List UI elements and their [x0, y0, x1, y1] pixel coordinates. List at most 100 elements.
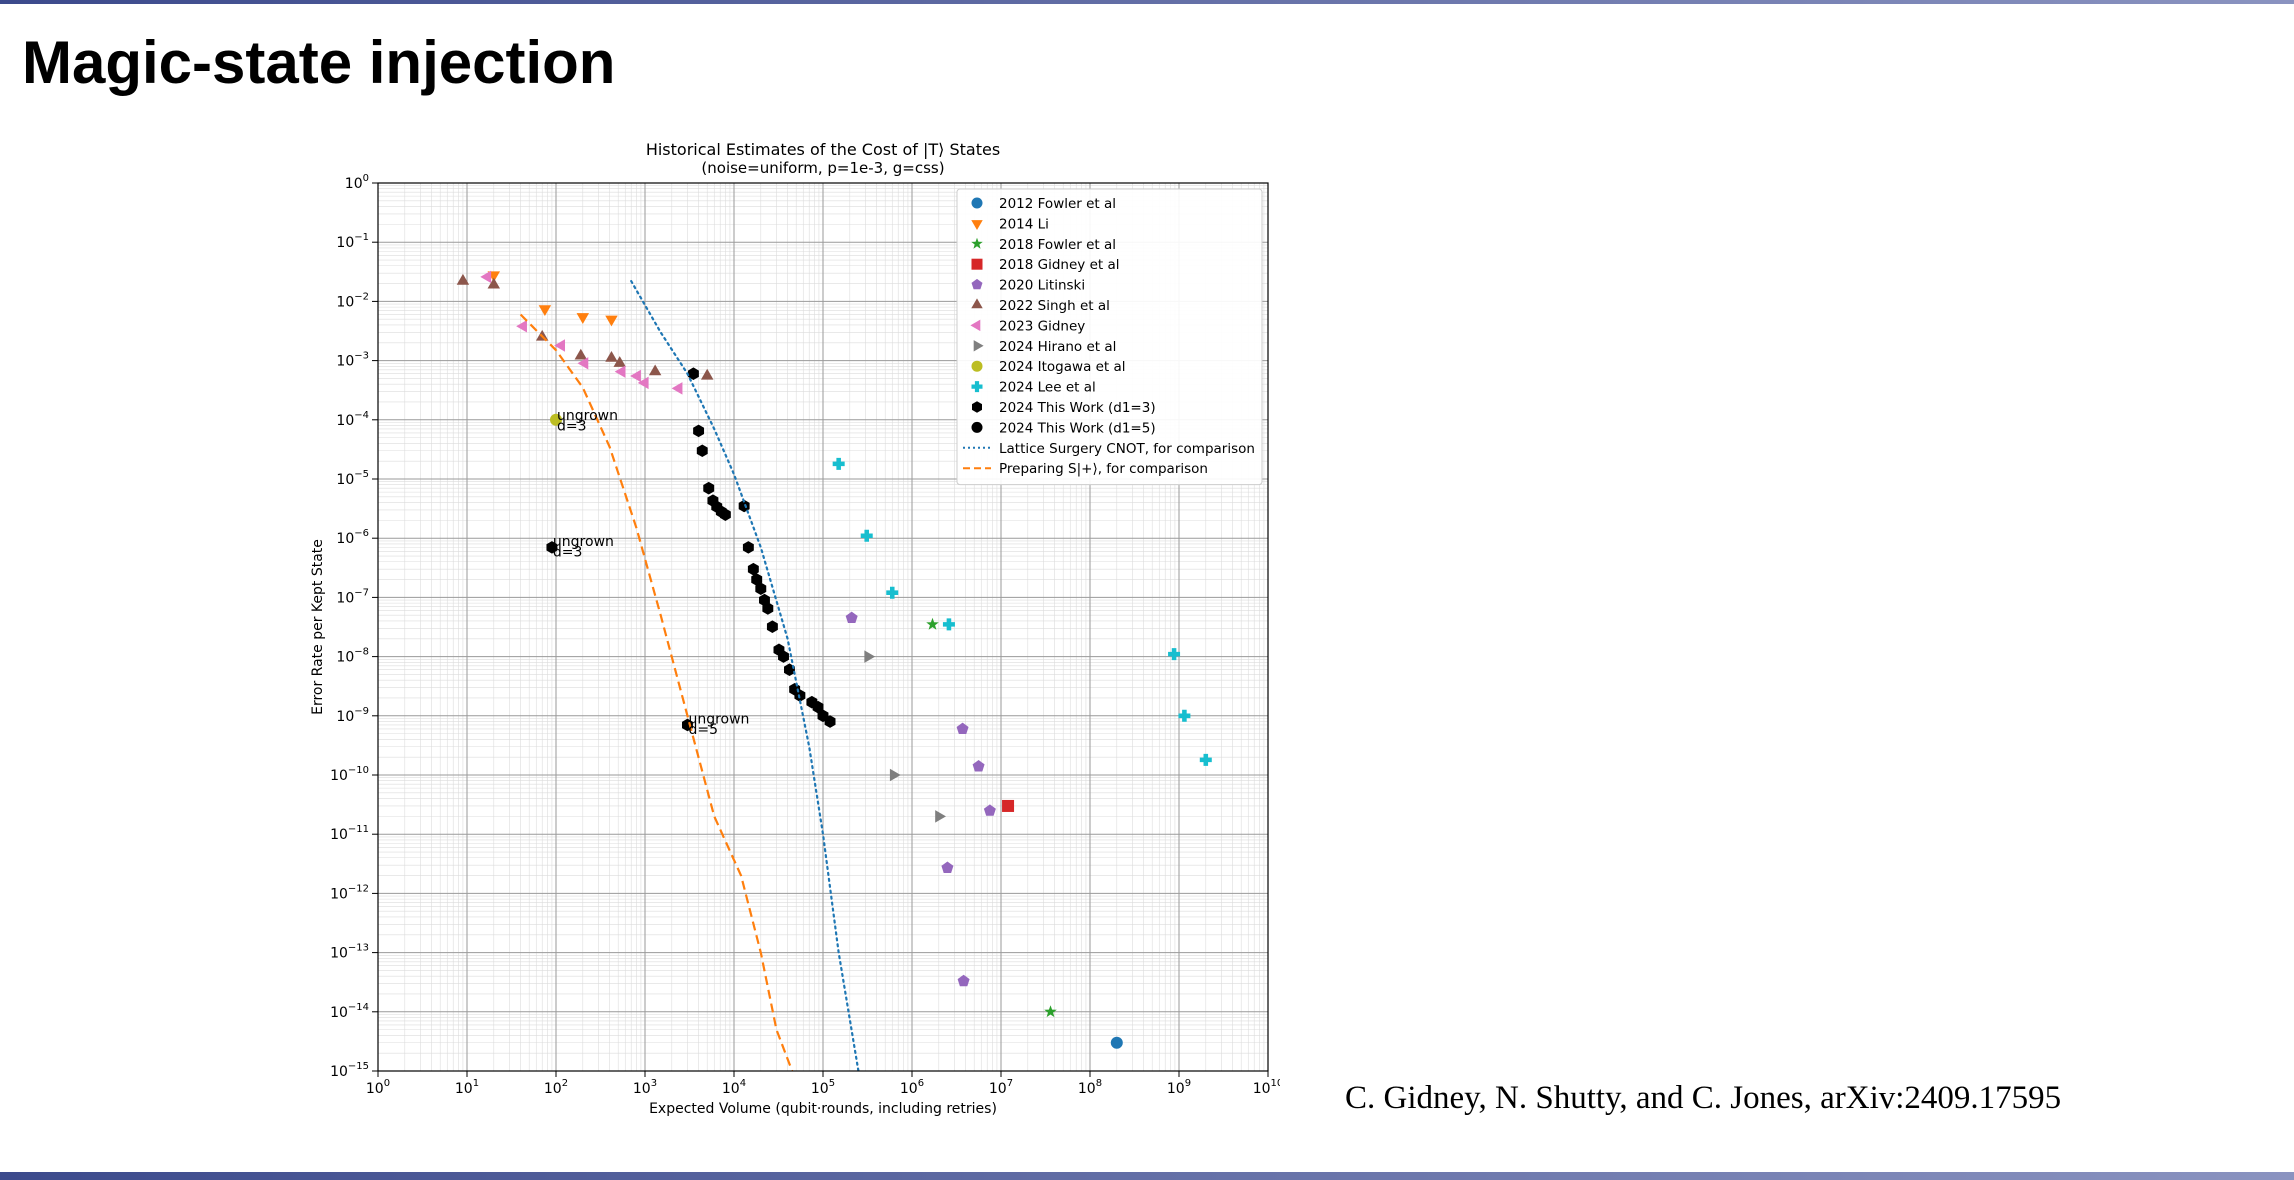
data-point: [886, 586, 899, 599]
data-point: [538, 305, 552, 316]
legend-swatch: [973, 340, 984, 352]
x-tick-label: 105: [811, 1078, 835, 1097]
y-tick-label: 10−7: [336, 587, 369, 606]
y-tick-label: 10−6: [336, 528, 369, 547]
series-line: [630, 280, 860, 1071]
data-point: [742, 541, 754, 554]
y-tick-label: 100: [345, 173, 369, 192]
data-point: [700, 368, 714, 380]
x-tick-label: 108: [1078, 1078, 1102, 1097]
data-point: [957, 974, 970, 987]
data-point: [983, 804, 996, 816]
data-point: [648, 364, 662, 376]
y-tick-label: 10−12: [330, 883, 369, 902]
series-6: [480, 270, 683, 395]
legend-swatch: [972, 401, 982, 413]
data-point: [703, 481, 715, 495]
data-point: [605, 350, 618, 362]
x-tick-label: 107: [989, 1078, 1013, 1097]
data-point: [546, 541, 558, 554]
y-tick-label: 10−15: [330, 1061, 369, 1080]
data-point: [630, 369, 641, 383]
data-point: [889, 768, 901, 782]
data-point: [637, 376, 649, 390]
data-point: [751, 573, 763, 586]
annotation-label: d=3: [557, 419, 587, 435]
data-point: [755, 582, 767, 596]
legend-label: Preparing S|+⟩, for comparison: [999, 461, 1208, 477]
series-13: [519, 313, 794, 1071]
data-point: [747, 562, 759, 576]
series-9: [832, 457, 1212, 766]
data-point: [972, 760, 985, 772]
x-tick-label: 109: [1167, 1078, 1191, 1097]
data-point: [1178, 709, 1191, 722]
data-point: [614, 365, 626, 378]
data-point: [738, 499, 750, 513]
annotation-label: d=5: [688, 722, 718, 738]
legend-swatch: [971, 298, 983, 309]
data-point: [480, 270, 492, 284]
x-tick-label: 103: [633, 1078, 657, 1097]
legend-label: 2020 Litinski: [999, 278, 1085, 294]
legend-entry: 2012 Fowler et al: [971, 196, 1116, 212]
legend-entry: 2024 This Work (d1=5): [971, 420, 1156, 436]
legend-entry: 2024 Lee et al: [971, 380, 1096, 396]
legend-entry: 2022 Singh et al: [971, 298, 1110, 314]
top-accent-bar: [0, 0, 2294, 4]
y-tick-label: 10−3: [336, 351, 369, 370]
y-tick-label: 10−2: [336, 291, 369, 310]
series-12: [630, 280, 860, 1071]
slide-title: Magic-state injection: [22, 29, 616, 96]
legend: 2012 Fowler et al 2014 Li 2018 Fowler et a…: [956, 188, 1263, 486]
legend-entry: 2024 This Work (d1=3): [972, 400, 1156, 416]
x-axis-label: Expected Volume (qubit·rounds, including…: [649, 1101, 997, 1117]
data-point: [762, 602, 774, 615]
legend-label: 2018 Gidney et al: [999, 257, 1120, 273]
data-point: [487, 277, 501, 289]
y-axis-label: Error Rate per Kept State: [310, 539, 326, 715]
x-tick-label: 106: [900, 1078, 924, 1097]
data-point: [956, 722, 969, 735]
data-point: [693, 424, 705, 438]
legend-swatch: [970, 319, 981, 332]
y-tick-label: 10−14: [330, 1002, 369, 1021]
data-point: [1002, 799, 1015, 812]
data-point: [516, 320, 527, 333]
legend-label: 2012 Fowler et al: [999, 196, 1116, 212]
citation: C. Gidney, N. Shutty, and C. Jones, arXi…: [1345, 1080, 2062, 1116]
legend-label: 2022 Singh et al: [999, 298, 1110, 314]
annotation-label: ungrown: [688, 712, 749, 728]
data-point: [613, 356, 626, 367]
series-line: [519, 313, 794, 1071]
legend-swatch: [971, 197, 983, 209]
legend-label: 2024 Itogawa et al: [999, 359, 1126, 375]
data-point: [926, 617, 939, 630]
data-point: [687, 367, 699, 381]
legend-entry: 2023 Gidney: [970, 318, 1085, 334]
data-point: [812, 700, 824, 714]
x-tick-label: 100: [366, 1078, 390, 1097]
data-point: [605, 315, 618, 327]
data-point: [1199, 753, 1212, 766]
chart-title: Historical Estimates of the Cost of |T⟩ …: [646, 140, 1000, 159]
legend-label: 2024 This Work (d1=3): [999, 400, 1156, 416]
legend-swatch: [971, 421, 983, 433]
data-point: [864, 650, 876, 663]
legend-swatch: [971, 278, 983, 290]
chart-subtitle: (noise=uniform, p=1e-3, g=css): [701, 159, 944, 177]
y-tick-label: 10−5: [336, 469, 369, 488]
data-point: [576, 313, 590, 324]
legend-entry: 2018 Fowler et al: [971, 237, 1116, 253]
legend-label: Lattice Surgery CNOT, for comparison: [999, 441, 1255, 457]
legend-label: 2023 Gidney: [999, 318, 1085, 334]
y-tick-label: 10−1: [336, 232, 369, 251]
legend-swatch: [971, 360, 983, 372]
annotation-label: ungrown: [557, 408, 618, 424]
y-tick-label: 10−11: [330, 824, 369, 843]
legend-entry: 2020 Litinski: [971, 278, 1085, 294]
data-point: [696, 444, 708, 458]
